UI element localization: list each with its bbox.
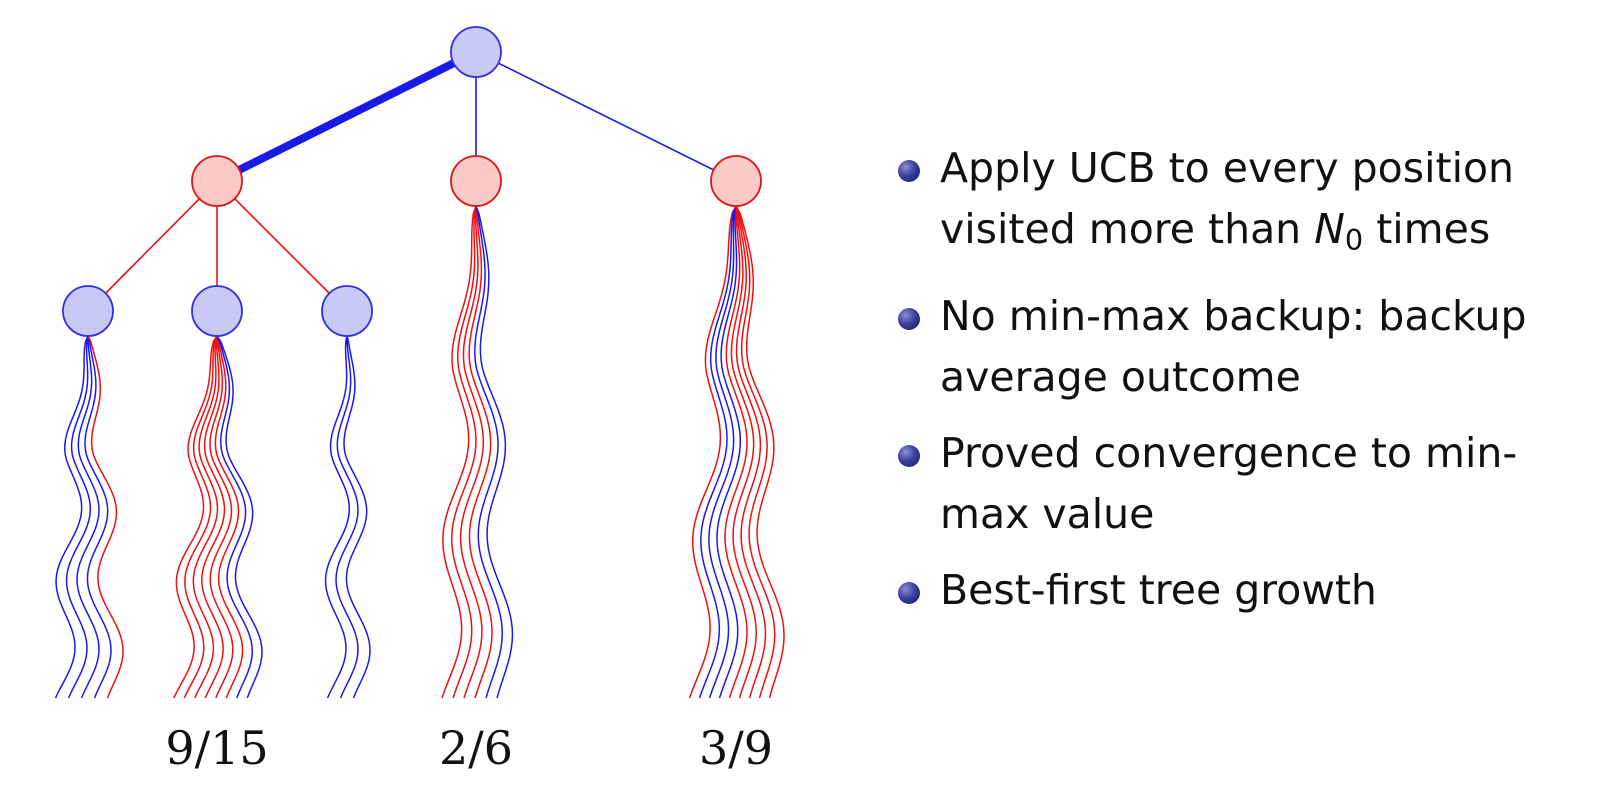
rollout-line-red bbox=[87, 335, 124, 699]
level2-right-node bbox=[321, 285, 373, 337]
tree-edges bbox=[87, 48, 737, 312]
rollout-line-blue bbox=[216, 335, 254, 699]
rollout-line-blue bbox=[708, 205, 737, 699]
bullet-item-convergence: Proved convergence to min-max value bbox=[898, 423, 1598, 545]
rollout-line-red bbox=[735, 205, 767, 699]
rollout-line-blue bbox=[698, 205, 737, 699]
rollout-line-blue bbox=[84, 335, 112, 699]
level2-middle-node bbox=[191, 285, 243, 337]
rollout-line-red bbox=[201, 335, 226, 699]
search-tree-diagram: 9/15 2/6 3/9 bbox=[54, 26, 785, 775]
rollout-line-blue bbox=[475, 205, 514, 699]
bullet-item-growth: Best-first tree growth bbox=[898, 560, 1598, 621]
level1-left-node bbox=[191, 155, 243, 207]
rollout-line-blue bbox=[65, 335, 92, 699]
score-middle: 2/6 bbox=[439, 721, 513, 775]
edge-left-to-left-child bbox=[87, 180, 218, 312]
bullet-icon bbox=[898, 582, 920, 605]
rollout-line-red bbox=[173, 335, 218, 699]
rollout-line-blue bbox=[324, 335, 351, 699]
rollout-line-blue bbox=[335, 335, 359, 699]
bullet-text: Proved convergence to min-max value bbox=[940, 429, 1518, 539]
edge-left-to-right-child bbox=[216, 180, 348, 312]
rollout-line-red bbox=[192, 335, 219, 699]
bullet-text: No min-max backup: backup average outcom… bbox=[940, 292, 1527, 402]
rollout-line-red bbox=[459, 205, 485, 699]
rollout-line-blue bbox=[76, 335, 100, 699]
rollout-line-red bbox=[450, 205, 477, 699]
rollout-line-red bbox=[468, 205, 493, 699]
rollout-line-blue bbox=[216, 335, 263, 699]
score-right: 3/9 bbox=[699, 721, 773, 775]
rollout-line-blue bbox=[716, 205, 742, 699]
level1-right-node bbox=[710, 155, 762, 207]
rollout-bundles bbox=[54, 205, 785, 699]
rollout-line-blue bbox=[343, 335, 371, 699]
level1-middle-node bbox=[450, 155, 502, 207]
bullet-icon bbox=[898, 445, 920, 468]
bullet-list: Apply UCB to every position visited more… bbox=[898, 138, 1598, 636]
level2-left-node bbox=[62, 285, 114, 337]
rollout-line-red bbox=[209, 335, 234, 699]
math-subscript: 0 bbox=[1344, 223, 1364, 258]
rollout-line-red bbox=[688, 205, 737, 699]
bullet-icon bbox=[898, 308, 920, 331]
rollout-line-red bbox=[441, 205, 477, 699]
bullet-item-ucb: Apply UCB to every position visited more… bbox=[898, 138, 1598, 271]
bullet-text: Apply UCB to every position visited more… bbox=[940, 144, 1515, 253]
score-left: 9/15 bbox=[165, 721, 268, 775]
bullet-icon bbox=[898, 160, 920, 182]
rollout-line-blue bbox=[474, 205, 503, 699]
rollout-line-red bbox=[214, 335, 244, 699]
edge-root-to-left-selected bbox=[215, 48, 478, 185]
rollout-line-blue bbox=[54, 335, 89, 699]
bullet-text-tail: times bbox=[1363, 205, 1491, 253]
edge-root-to-right bbox=[475, 51, 737, 182]
rollout-line-red bbox=[183, 335, 218, 699]
rollout-line-red bbox=[730, 205, 757, 699]
root-node bbox=[450, 26, 502, 78]
bullet-item-backup: No min-max backup: backup average outcom… bbox=[898, 286, 1598, 408]
tree-nodes bbox=[62, 26, 762, 337]
rollout-line-red bbox=[735, 205, 785, 699]
rollout-line-red bbox=[735, 205, 776, 699]
rollout-line-red bbox=[724, 205, 748, 699]
bullet-text: Best-first tree growth bbox=[940, 566, 1377, 615]
math-variable: N bbox=[1314, 205, 1345, 253]
